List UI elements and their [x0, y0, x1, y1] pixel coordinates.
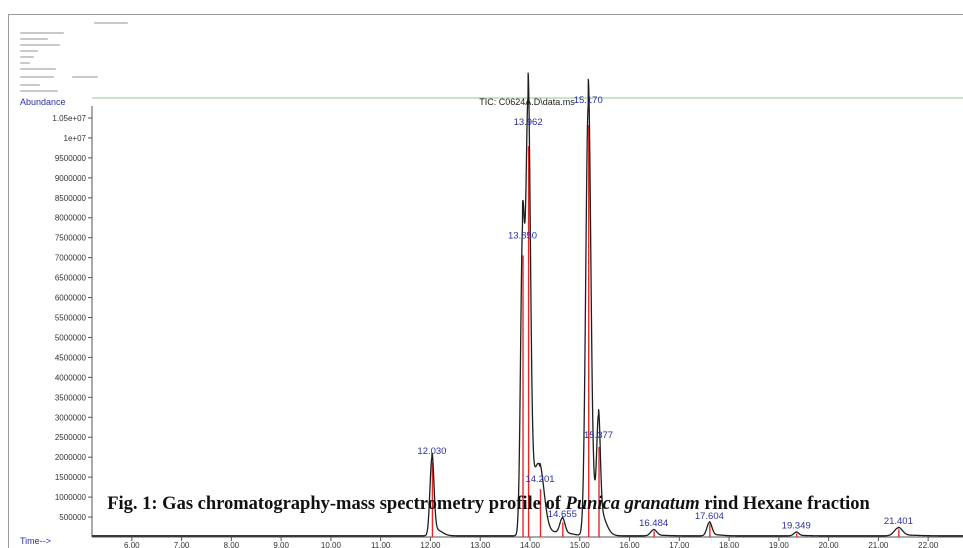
y-tick-label: 1500000	[55, 473, 87, 482]
y-tick-label: 2500000	[55, 433, 87, 442]
x-tick-label: 8.00	[224, 541, 240, 548]
header-line	[20, 56, 34, 58]
header-line	[20, 76, 54, 78]
y-tick-label: 9000000	[55, 174, 87, 183]
header-line	[20, 84, 40, 86]
peak-label: 14.201	[525, 474, 554, 485]
x-tick-label: 11.00	[371, 541, 391, 548]
x-tick-label: 17.00	[669, 541, 690, 548]
peak-label: 13.850	[508, 231, 537, 242]
peak-labels: 12.030 13.850 13.962 14.201 14.655 15.170 15.3…	[417, 95, 912, 531]
y-tick-label: 4000000	[55, 373, 87, 382]
x-tick-label: 15.00	[570, 541, 591, 548]
y-tick-label: 7500000	[55, 234, 87, 243]
y-tick-label: 8000000	[55, 214, 87, 223]
tic-series-line	[91, 72, 963, 537]
x-tick-label: 21.00	[868, 541, 889, 548]
y-axis-ticks: 500000 1000000 1500000 2000000 2500000 300000…	[52, 114, 92, 522]
peak-label: 21.401	[884, 516, 913, 527]
y-axis-title: Abundance	[20, 97, 66, 107]
x-tick-label: 10.00	[321, 541, 342, 548]
peak-label: 12.030	[417, 446, 446, 457]
y-tick-label: 3000000	[55, 413, 87, 422]
x-tick-label: 6.00	[124, 541, 140, 548]
peak-label: 13.962	[514, 117, 543, 128]
header-line	[20, 38, 48, 40]
y-tick-label: 5000000	[55, 333, 87, 342]
x-tick-label: 16.00	[620, 541, 641, 548]
x-tick-label: 18.00	[719, 541, 740, 548]
y-tick-label: 6000000	[55, 294, 87, 303]
y-tick-label: 9500000	[55, 154, 87, 163]
x-tick-label: 19.00	[769, 541, 790, 548]
figure-frame	[8, 14, 963, 548]
header-line	[20, 44, 60, 46]
x-axis-title: Time-->	[20, 536, 51, 546]
caption-species: Punica granatum	[565, 494, 700, 514]
y-tick-label: 8500000	[55, 194, 87, 203]
x-axis-ticks: 6.00 7.00 8.00 9.00 10.00 11.00 12.00 13.00 14.0…	[124, 537, 939, 548]
header-line	[20, 68, 56, 70]
x-tick-label: 9.00	[273, 541, 289, 548]
y-tick-label: 4500000	[55, 353, 87, 362]
x-tick-label: 7.00	[174, 541, 190, 548]
y-tick-label: 3500000	[55, 393, 87, 402]
y-tick-label: 1000000	[55, 493, 87, 502]
peak-label: 14.655	[548, 509, 577, 520]
caption-prefix: Fig. 1: Gas chromatography-mass spectrom…	[107, 494, 566, 514]
y-tick-label: 500000	[59, 513, 86, 522]
figure-caption: Fig. 1: Gas chromatography-mass spectrom…	[14, 494, 963, 515]
x-tick-label: 12.00	[420, 541, 441, 548]
x-tick-label: 22.00	[918, 541, 939, 548]
peak-label: 15.377	[584, 430, 613, 441]
report-header-block	[14, 18, 314, 98]
x-tick-label: 20.00	[819, 541, 840, 548]
header-line	[20, 32, 64, 34]
y-tick-label: 2000000	[55, 453, 87, 462]
overlay-series	[431, 125, 900, 537]
header-line	[20, 50, 38, 52]
x-tick-label: 14.00	[520, 541, 541, 548]
header-line	[20, 62, 30, 64]
y-tick-label: 5500000	[55, 314, 87, 323]
peak-label: 15.170	[574, 95, 603, 106]
y-tick-label: 7000000	[55, 254, 87, 263]
header-line	[20, 90, 58, 92]
caption-suffix: rind Hexane fraction	[699, 494, 870, 514]
header-line	[72, 76, 98, 78]
peak-label: 19.349	[782, 520, 811, 531]
y-tick-label: 1.05e+07	[52, 114, 86, 123]
y-tick-label: 6500000	[55, 274, 87, 283]
peak-label: 17.604	[695, 511, 724, 522]
y-tick-label: 1e+07	[64, 134, 87, 143]
peak-label: 16.484	[639, 518, 668, 529]
x-tick-label: 13.00	[470, 541, 491, 548]
header-line	[94, 22, 128, 24]
